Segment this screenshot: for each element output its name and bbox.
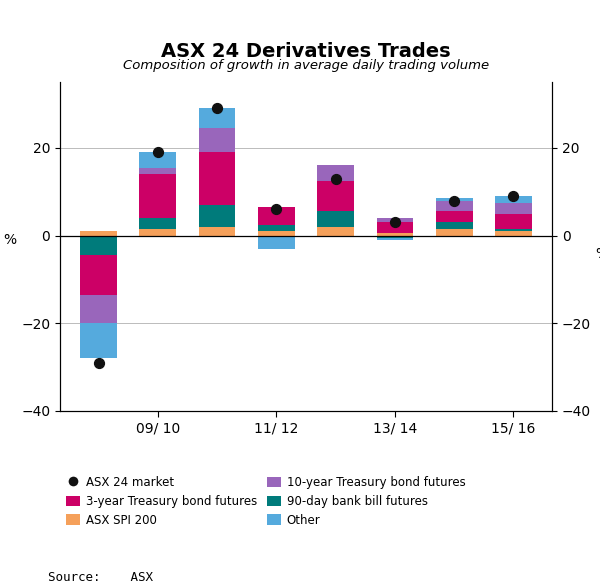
Bar	[377, 235, 413, 238]
Text: Composition of growth in average daily trading volume: Composition of growth in average daily t…	[123, 59, 489, 72]
Bar	[139, 168, 176, 174]
Bar	[436, 211, 473, 222]
Point	[331, 174, 340, 183]
Bar	[139, 152, 176, 168]
Bar	[258, 207, 295, 225]
Bar	[199, 109, 235, 128]
Point	[390, 218, 400, 227]
Bar	[317, 181, 354, 211]
Bar	[80, 323, 117, 358]
Point	[449, 196, 459, 205]
Bar	[199, 152, 235, 205]
Bar	[199, 227, 235, 235]
Bar	[436, 198, 473, 201]
Bar	[139, 229, 176, 235]
Bar	[258, 231, 295, 235]
Bar	[317, 166, 354, 181]
Y-axis label: %: %	[595, 247, 600, 261]
Legend: ASX 24 market, 3-year Treasury bond futures, ASX SPI 200, 10-year Treasury bond : ASX 24 market, 3-year Treasury bond futu…	[66, 476, 466, 527]
Point	[153, 147, 163, 157]
Bar	[80, 255, 117, 295]
Bar	[139, 174, 176, 218]
Bar	[495, 229, 532, 231]
Bar	[80, 295, 117, 323]
Bar	[317, 227, 354, 235]
Bar	[495, 214, 532, 229]
Bar	[199, 128, 235, 152]
Bar	[377, 238, 413, 240]
Bar	[317, 211, 354, 227]
Bar	[80, 235, 117, 255]
Point	[272, 205, 281, 214]
Title: ASX 24 Derivatives Trades: ASX 24 Derivatives Trades	[161, 42, 451, 61]
Point	[94, 358, 103, 367]
Bar	[258, 235, 295, 249]
Bar	[495, 203, 532, 214]
Point	[509, 191, 518, 201]
Bar	[258, 225, 295, 231]
Bar	[199, 205, 235, 227]
Bar	[436, 222, 473, 229]
Bar	[80, 231, 117, 235]
Y-axis label: %: %	[4, 232, 17, 247]
Point	[212, 104, 222, 113]
Bar	[139, 218, 176, 229]
Bar	[495, 196, 532, 203]
Bar	[377, 222, 413, 234]
Bar	[436, 229, 473, 235]
Bar	[495, 231, 532, 235]
Bar	[436, 201, 473, 211]
Bar	[377, 218, 413, 222]
Bar	[377, 234, 413, 235]
Text: Source:    ASX: Source: ASX	[48, 571, 153, 584]
